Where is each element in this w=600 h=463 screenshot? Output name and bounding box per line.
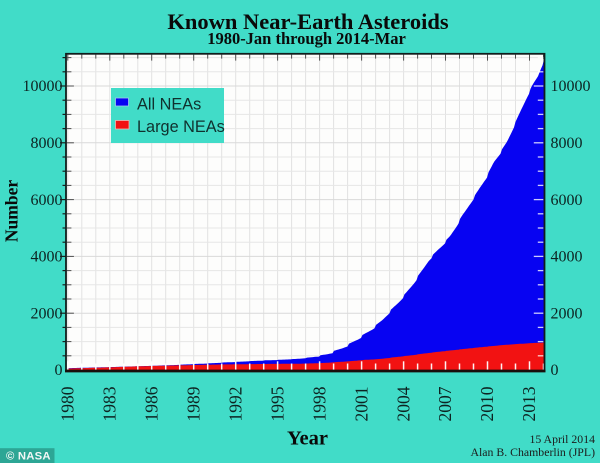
svg-text:2013: 2013 [519, 386, 539, 421]
svg-text:2001: 2001 [351, 387, 371, 422]
svg-text:15 April 2014: 15 April 2014 [529, 432, 595, 446]
svg-text:1989: 1989 [183, 386, 203, 421]
svg-text:10000: 10000 [551, 78, 591, 95]
svg-text:All NEAs: All NEAs [137, 96, 201, 114]
svg-text:Known Near-Earth Asteroids: Known Near-Earth Asteroids [167, 9, 448, 34]
svg-text:0: 0 [551, 362, 559, 379]
svg-text:2000: 2000 [31, 305, 63, 322]
svg-text:1992: 1992 [225, 387, 245, 422]
svg-text:1995: 1995 [267, 386, 287, 421]
svg-text:2000: 2000 [551, 305, 583, 322]
svg-text:10000: 10000 [23, 78, 63, 95]
svg-text:4000: 4000 [551, 249, 583, 266]
svg-text:2004: 2004 [393, 386, 413, 421]
svg-text:1998: 1998 [309, 386, 329, 421]
svg-text:1980: 1980 [58, 386, 78, 421]
svg-text:1980-Jan through 2014-Mar: 1980-Jan through 2014-Mar [207, 29, 406, 48]
svg-text:6000: 6000 [31, 192, 63, 209]
svg-text:Number: Number [2, 180, 22, 242]
svg-text:8000: 8000 [551, 135, 583, 152]
svg-text:8000: 8000 [31, 135, 63, 152]
svg-text:© NASA: © NASA [6, 451, 51, 463]
svg-text:6000: 6000 [551, 192, 583, 209]
svg-text:Large NEAs: Large NEAs [137, 118, 225, 136]
svg-text:Year: Year [287, 428, 328, 450]
svg-text:1983: 1983 [100, 386, 120, 421]
svg-text:2010: 2010 [477, 386, 497, 421]
svg-text:4000: 4000 [31, 249, 63, 266]
svg-text:2007: 2007 [435, 386, 455, 421]
svg-text:0: 0 [55, 362, 63, 379]
svg-text:1986: 1986 [141, 386, 161, 421]
svg-text:Alan B. Chamberlin (JPL): Alan B. Chamberlin (JPL) [470, 445, 595, 459]
